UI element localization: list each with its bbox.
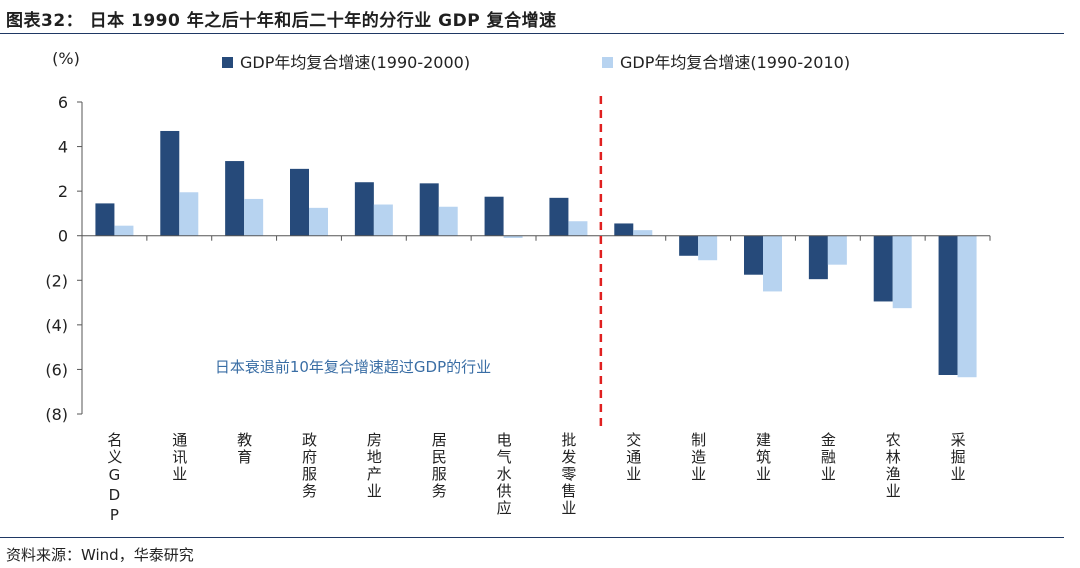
- bar-1990-2010-0: [114, 225, 134, 236]
- bar-1990-2000-9: [679, 235, 699, 256]
- bar-1990-2010-6: [503, 235, 523, 238]
- bar-1990-2010-12: [892, 235, 912, 309]
- bar-1990-2010-7: [568, 221, 588, 236]
- bar-1990-2000-11: [808, 235, 828, 280]
- x-category-label: 农林渔业: [884, 432, 902, 500]
- bar-1990-2000-10: [744, 235, 763, 275]
- bar-1990-2010-11: [827, 235, 847, 265]
- y-tick-label: (4): [45, 316, 68, 335]
- x-category-label: 政府服务: [300, 432, 318, 500]
- bar-1990-2010-13: [957, 235, 977, 378]
- x-category-label: 金融业: [819, 432, 837, 483]
- legend-label-1990-2000: GDP年均复合增速(1990-2000): [240, 53, 470, 72]
- x-category-label: 交通业: [624, 431, 642, 483]
- x-category-label: 电气水供应: [495, 432, 513, 517]
- bar-1990-2000-5: [419, 183, 439, 236]
- x-category-label: 教育: [235, 432, 253, 466]
- y-tick-label: 6: [58, 93, 68, 112]
- x-category-label: 批发零售业: [559, 432, 577, 517]
- bar-1990-2000-12: [873, 235, 893, 302]
- footer-rule: [0, 537, 1064, 538]
- legend-swatch-1990-2000: [222, 57, 233, 68]
- y-unit-label: (%): [52, 49, 80, 68]
- x-category-label: 制造业: [689, 432, 707, 483]
- bar-1990-2010-9: [698, 235, 718, 261]
- y-axis-ticks: 6 4 2 0 (2) (4) (6) (8): [45, 93, 82, 424]
- x-category-label: 房地产业: [365, 432, 383, 500]
- bar-1990-2010-3: [309, 207, 328, 236]
- bar-1990-2000-6: [484, 196, 504, 236]
- bar-1990-2000-3: [290, 168, 309, 236]
- bar-1990-2010-2: [244, 198, 264, 236]
- y-tick-label: 0: [58, 227, 68, 246]
- bar-1990-2010-10: [763, 235, 782, 292]
- source-note: 资料来源：Wind，华泰研究: [6, 546, 194, 564]
- x-axis-labels: 名义GDP 通讯业 教育 政府服务 房地产业 居民服务 电气水供应 批发零售业 交通业 制造业 建筑…: [105, 431, 966, 526]
- y-tick-label: (2): [45, 271, 68, 290]
- bar-1990-2000-0: [95, 203, 115, 236]
- legend-swatch-1990-2010: [602, 57, 613, 68]
- bar-1990-2010-5: [438, 206, 458, 236]
- y-tick-label: 4: [58, 138, 68, 157]
- bar-1990-2000-7: [549, 197, 569, 236]
- bar-1990-2010-4: [373, 204, 393, 236]
- x-category-label: 通讯业: [170, 432, 188, 483]
- axes: [81, 96, 991, 430]
- title-rule: [0, 33, 1064, 34]
- bar-1990-2010-8: [633, 230, 653, 236]
- annotation-text: 日本衰退前10年复合增速超过GDP的行业: [215, 358, 491, 376]
- x-category-label: 居民服务: [430, 432, 448, 500]
- x-category-label: 名义GDP: [105, 432, 123, 526]
- bar-1990-2000-8: [614, 223, 634, 236]
- bar-1990-2000-13: [938, 235, 958, 375]
- x-category-label: 建筑业: [754, 432, 772, 483]
- y-tick-label: (6): [45, 360, 68, 379]
- y-tick-label: 2: [58, 182, 68, 201]
- bar-1990-2010-1: [179, 192, 199, 236]
- bar-1990-2000-4: [354, 182, 374, 236]
- bars: [95, 130, 977, 378]
- bar-1990-2000-2: [225, 161, 245, 236]
- legend: GDP年均复合增速(1990-2000) GDP年均复合增速(1990-2010…: [222, 53, 850, 72]
- chart-title: 图表32： 日本 1990 年之后十年和后二十年的分行业 GDP 复合增速: [6, 11, 557, 31]
- x-category-label: 采掘业: [949, 432, 967, 483]
- legend-label-1990-2010: GDP年均复合增速(1990-2010): [620, 53, 850, 72]
- y-tick-label: (8): [45, 405, 68, 424]
- bar-1990-2000-1: [160, 130, 180, 236]
